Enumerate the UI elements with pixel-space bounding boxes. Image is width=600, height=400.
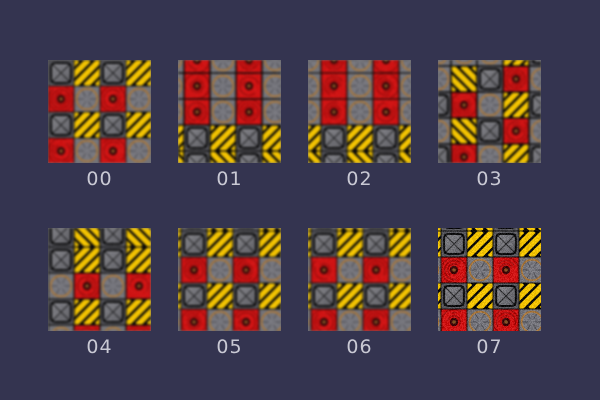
texture-canvas <box>308 228 411 331</box>
texture-label: 03 <box>476 168 503 190</box>
texture-thumbnail[interactable] <box>178 228 281 331</box>
texture-label: 05 <box>216 336 243 358</box>
texture-thumbnail[interactable] <box>48 228 151 331</box>
texture-label: 06 <box>346 336 373 358</box>
texture-canvas <box>48 60 151 163</box>
texture-canvas <box>48 228 151 331</box>
texture-canvas <box>438 228 541 331</box>
texture-canvas <box>178 60 281 163</box>
texture-thumbnail[interactable] <box>308 60 411 163</box>
texture-canvas <box>178 228 281 331</box>
texture-thumbnail[interactable] <box>308 228 411 331</box>
texture-label: 02 <box>346 168 373 190</box>
texture-label: 00 <box>86 168 113 190</box>
texture-label: 07 <box>476 336 503 358</box>
texture-thumbnail[interactable] <box>178 60 281 163</box>
texture-label: 04 <box>86 336 113 358</box>
texture-canvas <box>308 60 411 163</box>
texture-canvas <box>438 60 541 163</box>
texture-thumbnail[interactable] <box>438 228 541 331</box>
texture-thumbnail[interactable] <box>438 60 541 163</box>
texture-thumbnail[interactable] <box>48 60 151 163</box>
texture-label: 01 <box>216 168 243 190</box>
